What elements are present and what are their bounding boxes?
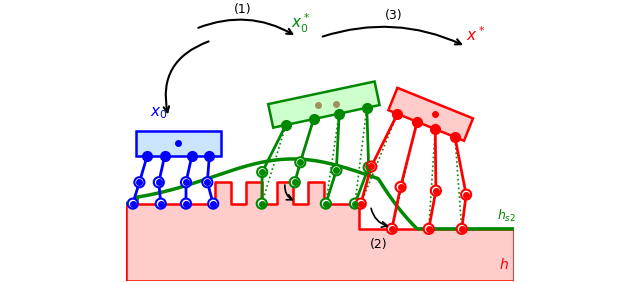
Circle shape — [295, 157, 305, 167]
Circle shape — [257, 167, 268, 177]
Bar — [136, 131, 221, 156]
Circle shape — [257, 199, 267, 209]
Circle shape — [128, 199, 138, 209]
Circle shape — [290, 177, 300, 187]
Circle shape — [332, 165, 341, 175]
Text: (3): (3) — [385, 9, 403, 22]
Circle shape — [350, 199, 360, 209]
Circle shape — [156, 199, 166, 209]
Circle shape — [387, 224, 397, 234]
Polygon shape — [126, 182, 514, 281]
Circle shape — [181, 177, 191, 187]
Text: (1): (1) — [234, 3, 251, 16]
Circle shape — [461, 190, 471, 200]
Text: $x_0^*$: $x_0^*$ — [291, 12, 310, 35]
Circle shape — [321, 199, 331, 209]
Circle shape — [181, 199, 191, 209]
Circle shape — [366, 162, 376, 171]
Text: $x^*$: $x^*$ — [466, 26, 485, 44]
Circle shape — [356, 199, 366, 209]
Circle shape — [457, 224, 467, 234]
Circle shape — [431, 186, 441, 196]
Circle shape — [396, 182, 406, 192]
Text: (2): (2) — [369, 238, 387, 251]
Circle shape — [134, 177, 145, 187]
Circle shape — [364, 162, 374, 172]
Text: $x_0$: $x_0$ — [150, 105, 168, 121]
Text: $h_{s2}$: $h_{s2}$ — [497, 208, 516, 224]
Circle shape — [202, 177, 212, 187]
Text: $h$: $h$ — [499, 257, 508, 272]
Circle shape — [154, 177, 164, 187]
Bar — [268, 81, 380, 128]
Bar — [388, 88, 473, 141]
Circle shape — [424, 224, 434, 234]
Circle shape — [208, 199, 218, 209]
